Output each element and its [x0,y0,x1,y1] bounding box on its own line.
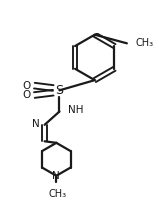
Text: O: O [22,90,31,100]
Text: CH₃: CH₃ [48,189,66,199]
Text: N: N [52,171,60,181]
Text: NH: NH [68,105,84,115]
Text: CH₃: CH₃ [135,38,154,48]
Text: S: S [55,84,63,97]
Text: O: O [22,81,31,91]
Text: N: N [32,119,40,129]
